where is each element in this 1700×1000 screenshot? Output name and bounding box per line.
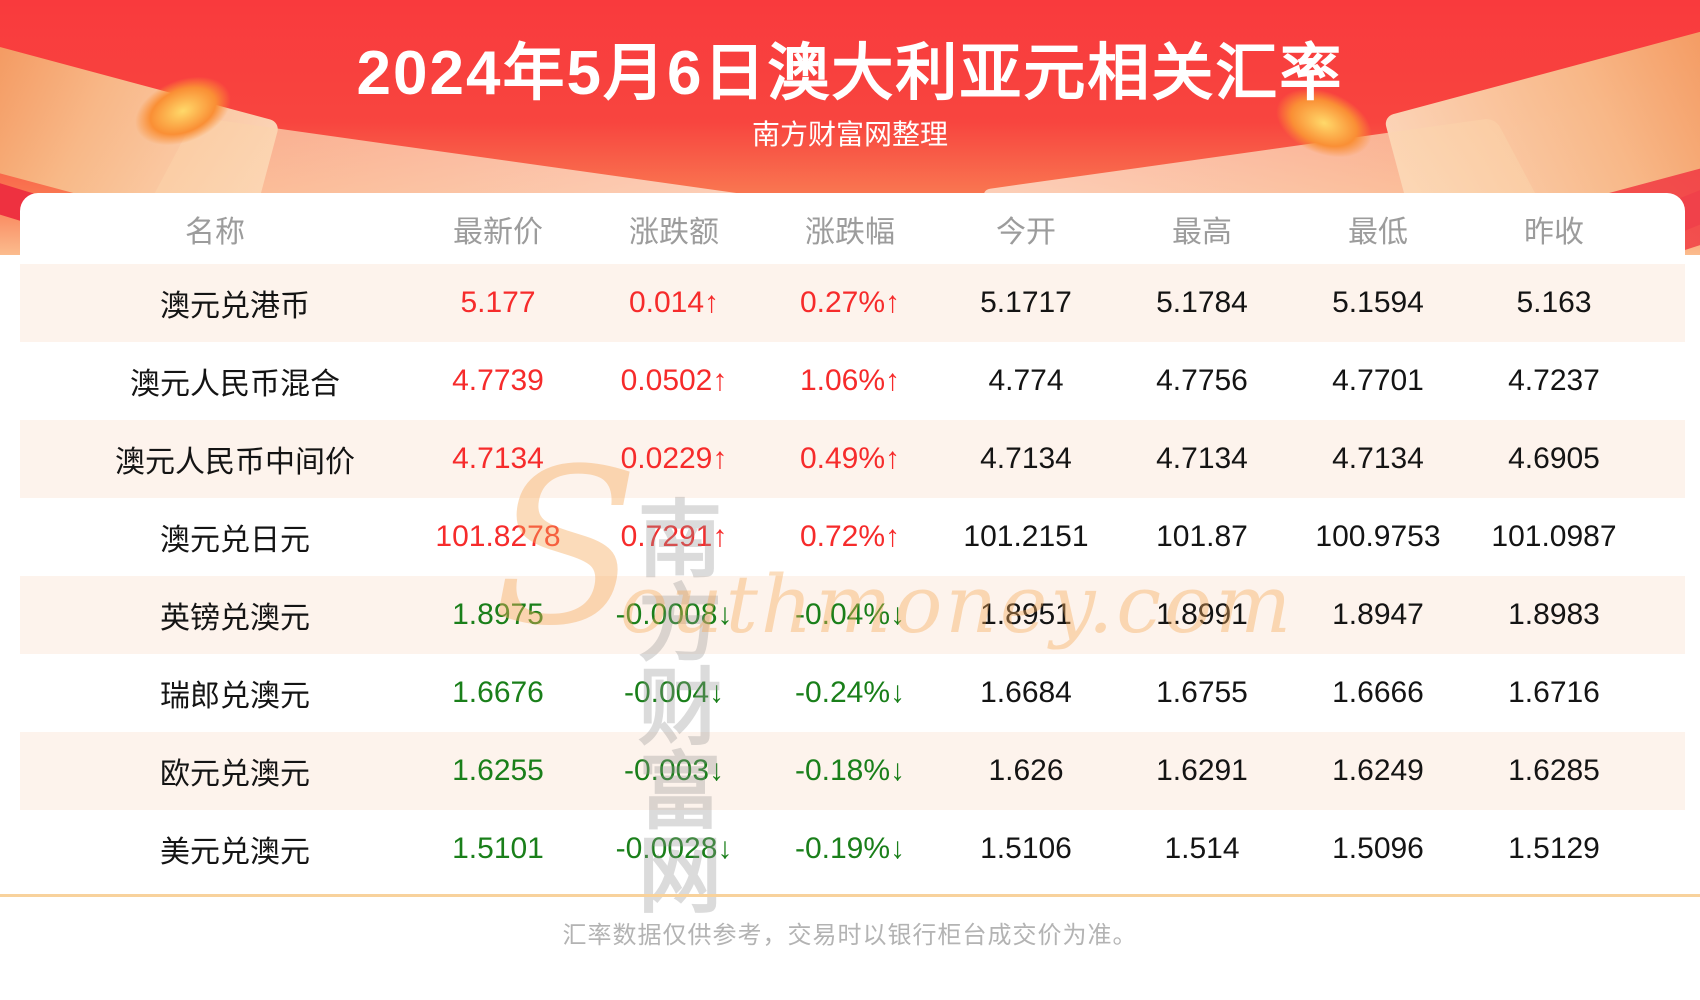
column-header-open: 今开 [996, 215, 1056, 249]
cell-open: 4.774 [988, 364, 1064, 397]
cell-low: 1.6666 [1332, 676, 1424, 709]
cell-change-percent: 0.49%↑ [799, 442, 901, 475]
table-row: 英镑兑澳元 1.8975 -0.0008↓ -0.04%↓ 1.8951 1.8… [20, 576, 1685, 654]
cell-latest-price: 1.6676 [452, 676, 544, 709]
table-row: 澳元兑日元 101.8278 0.7291↑ 0.72%↑ 101.2151 1… [20, 498, 1685, 576]
column-header-high: 最高 [1172, 215, 1232, 249]
cell-high: 1.514 [1164, 832, 1240, 865]
cell-high: 1.6755 [1156, 676, 1248, 709]
cell-latest-price: 4.7739 [452, 364, 544, 397]
footer-disclaimer: 汇率数据仅供参考，交易时以银行柜台成交价为准。 [562, 922, 1138, 949]
cell-prev-close: 1.6285 [1508, 754, 1600, 787]
cell-prev-close: 1.5129 [1508, 832, 1600, 865]
cell-high: 4.7756 [1156, 364, 1248, 397]
cell-change-amount: 0.0229↑ [620, 442, 728, 475]
cell-change-percent: 0.27%↑ [799, 286, 901, 319]
cell-prev-close: 1.6716 [1508, 676, 1600, 709]
cell-open: 1.626 [988, 754, 1064, 787]
cell-low: 4.7701 [1332, 364, 1424, 397]
cell-latest-price: 1.5101 [452, 832, 544, 865]
table-row: 美元兑澳元 1.5101 -0.0028↓ -0.19%↓ 1.5106 1.5… [20, 810, 1685, 888]
column-header-change: 涨跌额 [629, 215, 719, 249]
column-header-name: 名称 [185, 215, 245, 249]
page-title: 2024年5月6日澳大利亚元相关汇率 [356, 39, 1344, 108]
cell-prev-close: 4.6905 [1508, 442, 1600, 475]
footer-divider [0, 894, 1700, 897]
cell-low: 1.5096 [1332, 832, 1424, 865]
cell-low: 100.9753 [1315, 520, 1441, 553]
cell-prev-close: 101.0987 [1491, 520, 1617, 553]
cell-change-percent: -0.18%↓ [794, 754, 906, 787]
table-header-row: 名称 最新价 涨跌额 涨跌幅 今开 最高 最低 昨收 [20, 193, 1685, 264]
cell-change-percent: -0.19%↓ [794, 832, 906, 865]
table-row: 欧元兑澳元 1.6255 -0.003↓ -0.18%↓ 1.626 1.629… [20, 732, 1685, 810]
cell-low: 1.8947 [1332, 598, 1424, 631]
cell-low: 5.1594 [1332, 286, 1424, 319]
cell-prev-close: 5.163 [1516, 286, 1592, 319]
cell-latest-price: 1.8975 [452, 598, 544, 631]
cell-open: 5.1717 [980, 286, 1072, 319]
cell-open: 4.7134 [980, 442, 1072, 475]
cell-prev-close: 1.8983 [1508, 598, 1600, 631]
cell-change-amount: -0.003↓ [623, 754, 725, 787]
cell-latest-price: 5.177 [460, 286, 536, 319]
cell-pair-name: 英镑兑澳元 [160, 602, 310, 635]
cell-pair-name: 美元兑澳元 [160, 836, 310, 869]
cell-high: 4.7134 [1156, 442, 1248, 475]
cell-pair-name: 澳元兑日元 [160, 524, 310, 557]
cell-open: 1.6684 [980, 676, 1072, 709]
table-row: 澳元人民币混合 4.7739 0.0502↑ 1.06%↑ 4.774 4.77… [20, 342, 1685, 420]
cell-change-amount: -0.0008↓ [615, 598, 733, 631]
cell-low: 1.6249 [1332, 754, 1424, 787]
cell-change-percent: 0.72%↑ [799, 520, 901, 553]
column-header-prev-close: 昨收 [1524, 215, 1584, 249]
table-row: 澳元兑港币 5.177 0.014↑ 0.27%↑ 5.1717 5.1784 … [20, 264, 1685, 342]
cell-change-amount: 0.7291↑ [620, 520, 728, 553]
cell-latest-price: 1.6255 [452, 754, 544, 787]
cell-open: 1.5106 [980, 832, 1072, 865]
table-row: 澳元人民币中间价 4.7134 0.0229↑ 0.49%↑ 4.7134 4.… [20, 420, 1685, 498]
cell-high: 1.8991 [1156, 598, 1248, 631]
cell-change-percent: 1.06%↑ [799, 364, 901, 397]
cell-open: 101.2151 [963, 520, 1089, 553]
cell-latest-price: 101.8278 [435, 520, 561, 553]
cell-high: 1.6291 [1156, 754, 1248, 787]
cell-change-amount: -0.004↓ [623, 676, 725, 709]
cell-pair-name: 瑞郎兑澳元 [160, 680, 310, 713]
cell-high: 101.87 [1156, 520, 1248, 553]
cell-open: 1.8951 [980, 598, 1072, 631]
cell-pair-name: 欧元兑澳元 [160, 758, 310, 791]
column-header-latest: 最新价 [453, 215, 543, 249]
page-subtitle: 南方财富网整理 [751, 119, 948, 150]
rates-table-card: 名称 最新价 涨跌额 涨跌幅 今开 最高 最低 昨收 澳元兑港币 5.177 0… [20, 193, 1685, 894]
cell-latest-price: 4.7134 [452, 442, 544, 475]
cell-high: 5.1784 [1156, 286, 1248, 319]
cell-change-amount: -0.0028↓ [615, 832, 733, 865]
cell-change-amount: 0.014↑ [628, 286, 720, 319]
column-header-change-pct: 涨跌幅 [805, 215, 895, 249]
cell-change-percent: -0.24%↓ [794, 676, 906, 709]
cell-change-percent: -0.04%↓ [794, 598, 906, 631]
cell-low: 4.7134 [1332, 442, 1424, 475]
column-header-low: 最低 [1348, 215, 1408, 249]
cell-pair-name: 澳元人民币中间价 [115, 446, 355, 479]
table-body: 澳元兑港币 5.177 0.014↑ 0.27%↑ 5.1717 5.1784 … [20, 264, 1685, 888]
cell-pair-name: 澳元兑港币 [160, 290, 310, 323]
cell-change-amount: 0.0502↑ [620, 364, 728, 397]
cell-pair-name: 澳元人民币混合 [130, 368, 340, 401]
table-row: 瑞郎兑澳元 1.6676 -0.004↓ -0.24%↓ 1.6684 1.67… [20, 654, 1685, 732]
cell-prev-close: 4.7237 [1508, 364, 1600, 397]
